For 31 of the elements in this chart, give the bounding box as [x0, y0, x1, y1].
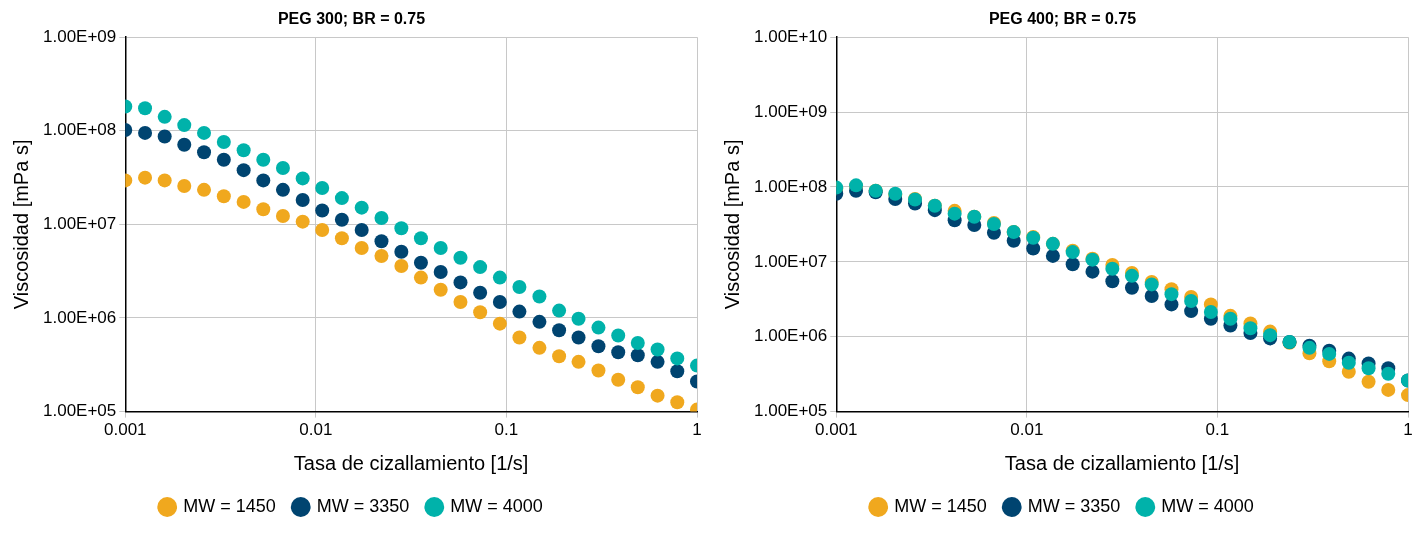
y-tick-label: 1.00E+05 [754, 401, 828, 421]
y-tick-label: 1.00E+06 [43, 307, 117, 327]
x-tick-label: 0.001 [814, 420, 858, 440]
legend-label: MW = 4000 [450, 495, 543, 516]
x-axis-title: Tasa de cizallamiento [1/s] [1004, 451, 1240, 474]
legend-label: MW = 1450 [894, 495, 987, 516]
x-tick-label: 1 [1403, 420, 1413, 440]
chart-title: PEG 400; BR = 0.75 [988, 10, 1137, 28]
legend-label: MW = 4000 [1161, 495, 1254, 516]
x-tick-label: 0.01 [299, 420, 333, 440]
y-tick-label: 1.00E+07 [754, 251, 828, 271]
legend-label: MW = 1450 [183, 495, 276, 516]
y-tick-label: 1.00E+07 [43, 214, 117, 234]
x-axis-title: Tasa de cizallamiento [1/s] [293, 451, 529, 474]
y-tick-label: 1.00E+08 [43, 120, 117, 140]
y-tick-label: 1.00E+06 [754, 326, 828, 346]
y-axis-title: Viscosidad [mPa s] [720, 139, 743, 310]
y-axis-title: Viscosidad [mPa s] [9, 139, 32, 310]
y-tick-label: 1.00E+09 [754, 101, 828, 121]
y-tick-label: 1.00E+10 [754, 26, 828, 46]
y-tick-label: 1.00E+05 [43, 401, 117, 421]
y-tick-label: 1.00E+09 [43, 26, 117, 46]
legend-label: MW = 3350 [316, 495, 410, 516]
legend-label: MW = 3350 [1027, 495, 1121, 516]
x-tick-label: 0.01 [1010, 420, 1044, 440]
x-tick-label: 1 [692, 420, 702, 440]
y-tick-label: 1.00E+08 [754, 176, 828, 196]
x-tick-label: 0.1 [494, 420, 519, 440]
x-tick-label: 0.1 [1205, 420, 1230, 440]
x-tick-label: 0.001 [103, 420, 147, 440]
chart-title: PEG 300; BR = 0.75 [277, 10, 426, 28]
